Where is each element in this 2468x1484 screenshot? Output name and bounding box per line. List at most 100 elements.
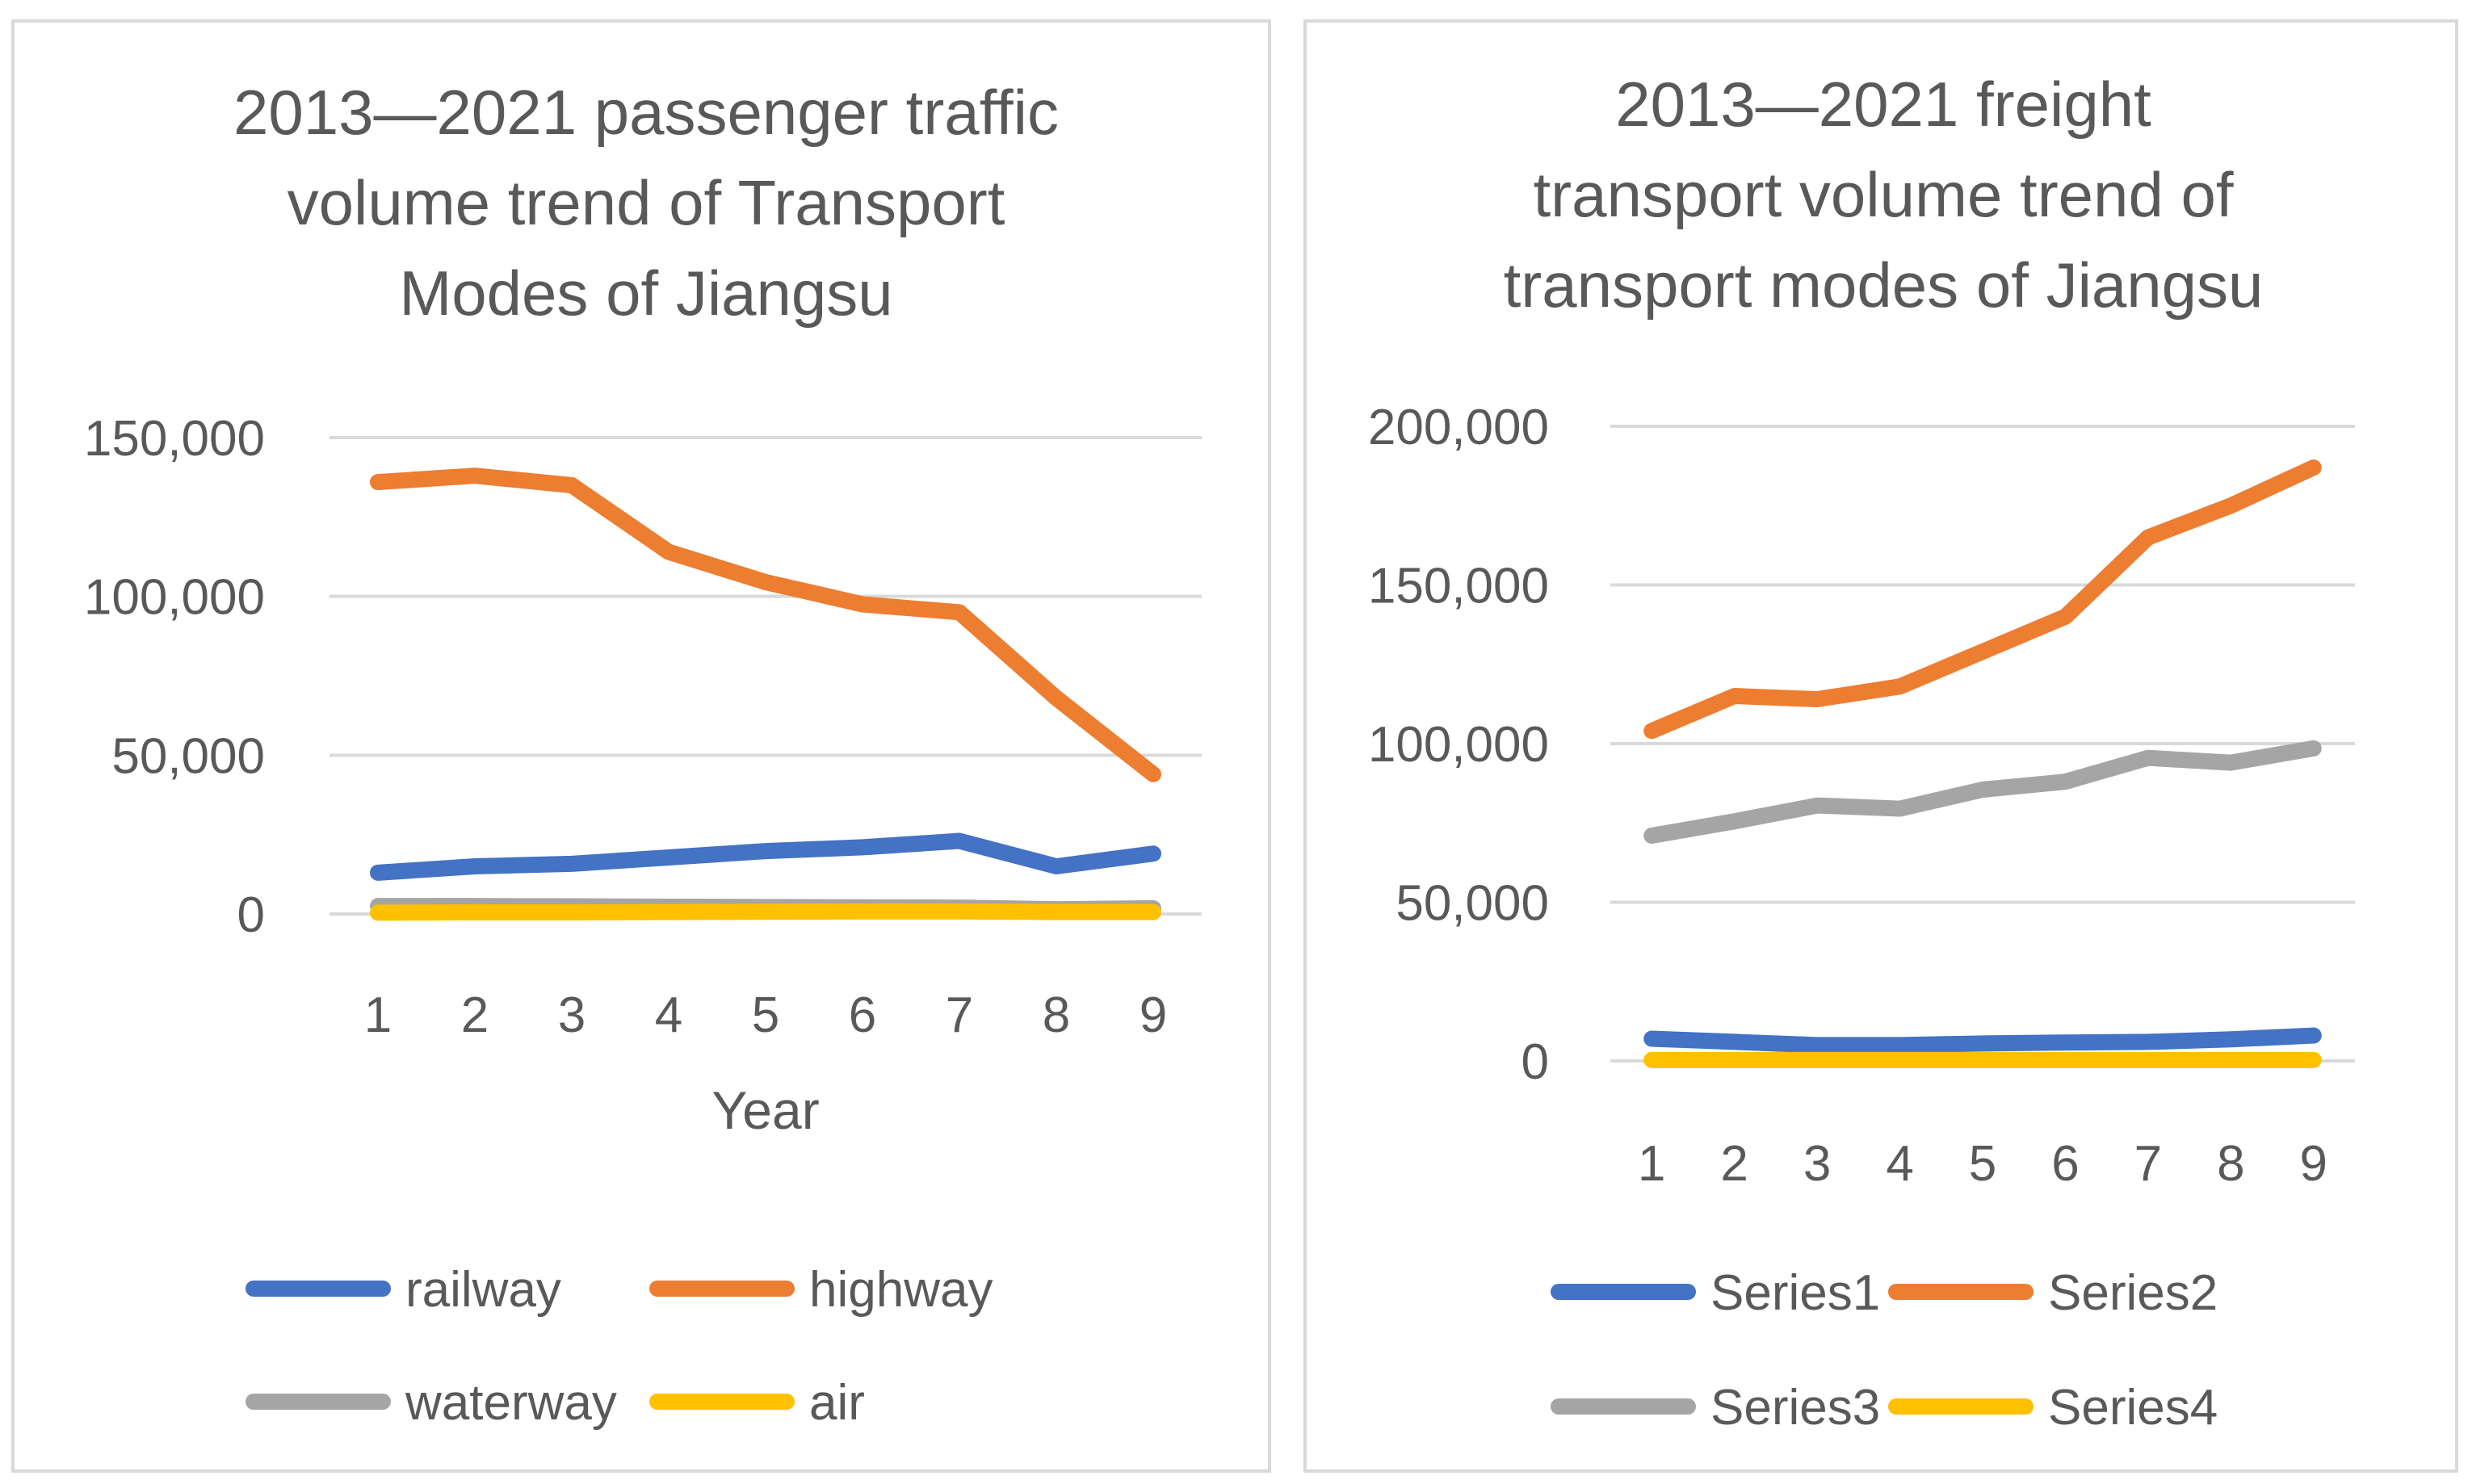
data-point-highway: [474, 475, 476, 477]
data-point-series3: [2230, 761, 2232, 764]
data-point-series4: [1816, 1059, 1819, 1061]
data-point-air: [959, 910, 960, 912]
x-tick-label: 4: [1886, 1136, 1913, 1192]
x-tick-label: 4: [655, 987, 682, 1043]
data-point-railway: [668, 856, 669, 858]
data-point-air: [377, 912, 379, 914]
data-point-series2: [2064, 615, 2067, 618]
x-tick-label: 1: [1638, 1136, 1665, 1192]
data-point-series4: [1982, 1059, 1983, 1061]
data-point-series1: [1816, 1044, 1819, 1046]
x-tick-label: 2: [461, 987, 489, 1043]
freight-chart-panel: 2013—2021 freight transport volume trend …: [1303, 19, 2458, 1473]
data-point-series4: [2147, 1059, 2149, 1061]
data-point-series4: [2064, 1059, 2067, 1061]
data-point-railway: [765, 850, 766, 853]
data-point-series4: [1733, 1059, 1736, 1061]
x-tick-label: 9: [2300, 1136, 2327, 1192]
legend-label-series4: Series4: [2048, 1380, 2218, 1436]
data-point-railway: [959, 840, 960, 842]
data-point-air: [668, 911, 669, 913]
data-point-highway: [571, 484, 573, 486]
passenger-chart: 2013—2021 passenger traffic volume trend …: [84, 77, 1202, 1431]
x-tick-label: 3: [558, 987, 586, 1043]
data-point-series1: [2312, 1034, 2315, 1037]
data-point-series2: [1899, 685, 1901, 688]
data-point-series4: [2230, 1059, 2232, 1061]
data-point-series2: [2312, 467, 2315, 469]
data-point-series3: [2147, 757, 2149, 759]
data-point-series1: [1899, 1044, 1901, 1046]
data-point-series1: [1651, 1038, 1653, 1040]
data-point-railway: [571, 862, 573, 865]
data-point-railway: [474, 866, 476, 867]
data-point-highway: [377, 481, 379, 484]
series-line-series3: [1643, 740, 2322, 844]
y-tick-label: 0: [1522, 1034, 1549, 1090]
data-point-series1: [1733, 1041, 1736, 1043]
data-point-railway: [377, 871, 379, 874]
data-point-highway: [668, 551, 669, 553]
data-point-series4: [1899, 1059, 1901, 1061]
data-point-air: [474, 912, 476, 914]
y-tick-label: 150,000: [84, 411, 265, 467]
data-point-series2: [2230, 505, 2232, 507]
data-point-series3: [1982, 788, 1983, 790]
x-tick-label: 2: [1720, 1136, 1748, 1192]
y-tick-label: 100,000: [1368, 717, 1549, 773]
data-point-series3: [1651, 834, 1653, 836]
x-tick-label: 8: [2217, 1136, 2244, 1192]
legend-label-waterway: waterway: [405, 1375, 617, 1431]
data-point-series4: [2312, 1059, 2315, 1061]
data-point-railway: [1056, 866, 1057, 867]
legend-label-series1: Series1: [1710, 1265, 1880, 1321]
passenger-chart-panel: 2013—2021 passenger traffic volume trend …: [11, 19, 1271, 1473]
legend-label-series2: Series2: [2048, 1265, 2218, 1321]
data-point-series2: [1733, 695, 1736, 698]
y-tick-label: 200,000: [1368, 400, 1549, 455]
data-point-series3: [1899, 807, 1901, 810]
data-point-series3: [2312, 747, 2315, 749]
x-tick-label: 3: [1803, 1136, 1831, 1192]
y-tick-label: 150,000: [1368, 559, 1549, 614]
data-point-series3: [1733, 820, 1736, 823]
x-axis-title: Year: [711, 1080, 819, 1140]
data-point-air: [862, 910, 863, 912]
series-line-railway: [370, 832, 1161, 881]
chart-title-line: 2013—2021 freight: [1615, 69, 2151, 140]
x-tick-label: 9: [1140, 987, 1167, 1043]
data-point-highway: [1152, 773, 1154, 775]
data-point-series1: [2230, 1038, 2232, 1041]
series-line-series2: [1643, 459, 2322, 740]
data-point-air: [571, 912, 573, 914]
data-point-series1: [2064, 1042, 2067, 1044]
data-point-series4: [1651, 1059, 1653, 1061]
y-tick-label: 100,000: [84, 570, 265, 626]
chart-title-line: transport modes of Jiangsu: [1504, 249, 2264, 321]
x-tick-label: 5: [1969, 1136, 1996, 1192]
x-tick-label: 1: [364, 987, 392, 1043]
x-tick-label: 7: [2134, 1136, 2162, 1192]
chart-title-line: 2013—2021 passenger traffic: [233, 77, 1059, 148]
y-tick-label: 50,000: [111, 728, 265, 784]
x-tick-label: 6: [2051, 1136, 2079, 1192]
y-tick-label: 0: [237, 887, 265, 943]
data-point-highway: [959, 611, 960, 614]
legend-label-air: air: [809, 1375, 865, 1431]
x-tick-label: 7: [946, 987, 973, 1043]
data-point-series2: [1651, 730, 1653, 732]
data-point-air: [1056, 911, 1057, 913]
data-point-series1: [1982, 1042, 1983, 1045]
legend-label-series3: Series3: [1710, 1380, 1880, 1436]
data-point-railway: [862, 846, 863, 849]
chart-title-line: Modes of Jiangsu: [399, 258, 892, 329]
data-point-series2: [1816, 698, 1819, 700]
data-point-highway: [765, 581, 766, 583]
freight-chart: 2013—2021 freight transport volume trend …: [1368, 69, 2355, 1436]
data-point-railway: [1152, 853, 1154, 855]
y-tick-label: 50,000: [1396, 876, 1549, 932]
chart-title-line: transport volume trend of: [1533, 159, 2233, 230]
legend-label-highway: highway: [809, 1262, 993, 1318]
data-point-series2: [1982, 651, 1983, 653]
data-point-highway: [1056, 697, 1057, 699]
